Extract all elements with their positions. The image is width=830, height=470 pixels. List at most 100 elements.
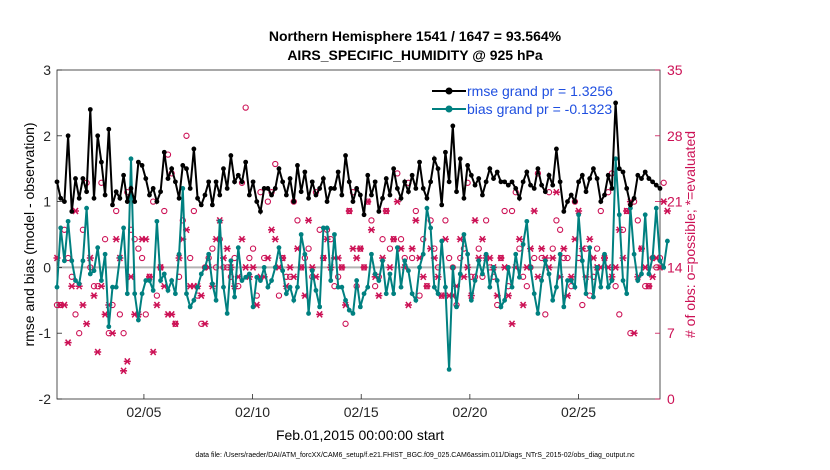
obs-evaluated-marker — [171, 320, 179, 328]
rmse-point — [424, 195, 430, 201]
bias-point — [180, 186, 186, 191]
rmse-point — [646, 176, 652, 181]
obs-possible-marker — [501, 207, 508, 215]
bias-point — [505, 265, 511, 270]
obs-evaluated-marker — [567, 273, 575, 281]
rmse-point — [165, 176, 171, 181]
obs-possible-marker — [616, 311, 623, 318]
bias-point — [102, 251, 108, 257]
rmse-point — [346, 179, 352, 185]
rmse-point — [254, 199, 260, 205]
bias-point — [54, 284, 60, 290]
bias-point — [387, 271, 393, 277]
rmse-point — [642, 169, 648, 175]
bias-point — [147, 278, 152, 283]
rmse-point — [239, 179, 245, 185]
y-tick-label: 0 — [43, 259, 51, 275]
bias-point — [124, 291, 130, 297]
obs-evaluated-marker — [305, 216, 313, 224]
rmse-point — [602, 192, 607, 198]
obs-evaluated-marker — [83, 320, 91, 328]
bias-point — [561, 304, 567, 310]
bias-point — [402, 258, 408, 264]
legend-marker — [445, 87, 453, 95]
obs-evaluated-marker — [153, 301, 161, 309]
obs-possible-marker — [549, 245, 556, 252]
bias-point — [443, 284, 448, 290]
y2-tick-label: 7 — [667, 325, 675, 341]
rmse-point — [302, 169, 308, 175]
rmse-point — [361, 212, 367, 218]
bias-point — [502, 297, 508, 303]
obs-evaluated-marker — [223, 245, 231, 253]
rmse-point — [328, 186, 334, 191]
rmse-point — [472, 182, 478, 188]
bias-point — [594, 265, 600, 270]
bias-point — [631, 251, 637, 257]
rmse-point — [339, 192, 345, 198]
rmse-point — [502, 179, 508, 185]
bias-point — [291, 297, 297, 303]
bias-point — [365, 284, 371, 290]
bias-point — [202, 265, 208, 270]
rmse-point — [428, 179, 434, 185]
obs-evaluated-marker — [201, 320, 209, 328]
obs-possible-marker — [397, 236, 405, 243]
rmse-point — [291, 199, 297, 205]
bias-point — [295, 284, 300, 290]
bias-point — [224, 311, 230, 316]
rmse-point — [465, 163, 471, 168]
bias-point — [565, 278, 570, 283]
rmse-point — [258, 209, 263, 214]
obs-evaluated-marker — [349, 245, 357, 253]
obs-possible-marker — [634, 217, 641, 224]
bias-point — [417, 265, 422, 270]
obs-possible-marker — [135, 245, 142, 252]
rmse-point — [280, 179, 286, 185]
obs-possible-marker — [523, 283, 530, 290]
bias-point — [246, 271, 252, 277]
rmse-point — [653, 182, 659, 188]
rmse-point — [357, 192, 363, 198]
obs-evaluated-marker — [530, 207, 538, 215]
rmse-point — [235, 172, 241, 178]
rmse-point — [613, 100, 619, 106]
obs-evaluated-marker — [471, 216, 479, 224]
obs-possible-marker — [660, 179, 667, 186]
bias-point — [591, 294, 596, 300]
bias-point — [110, 284, 115, 290]
bias-point — [184, 291, 189, 297]
bias-point — [628, 205, 633, 211]
rmse-point — [139, 163, 145, 168]
obs-evaluated-marker — [549, 254, 557, 262]
bias-point — [265, 284, 271, 290]
rmse-point — [180, 163, 186, 168]
rmse-point — [195, 195, 200, 201]
obs-evaluated-marker — [64, 339, 72, 347]
bias-point — [161, 271, 167, 277]
rmse-point — [376, 209, 382, 214]
obs-possible-marker — [72, 311, 79, 318]
bias-point — [394, 245, 400, 251]
obs-possible-marker — [457, 254, 464, 262]
rmse-point — [624, 186, 630, 191]
bias-point — [113, 284, 119, 290]
rmse-point — [539, 182, 545, 188]
bias-point — [605, 284, 611, 290]
rmse-point — [517, 195, 522, 201]
rmse-point — [572, 199, 578, 205]
obs-evaluated-marker — [630, 329, 638, 337]
bias-point — [661, 265, 667, 270]
rmse-point — [228, 153, 234, 158]
bias-point — [542, 258, 548, 264]
rmse-point — [243, 159, 249, 165]
rmse-point — [287, 176, 293, 181]
bias-point — [213, 297, 219, 303]
obs-possible-marker — [379, 236, 386, 243]
obs-evaluated-marker — [268, 226, 276, 234]
obs-evaluated-marker — [393, 198, 401, 206]
rmse-point — [528, 182, 533, 188]
bias-point — [383, 291, 389, 297]
bias-point — [76, 281, 82, 287]
rmse-point — [413, 186, 419, 191]
